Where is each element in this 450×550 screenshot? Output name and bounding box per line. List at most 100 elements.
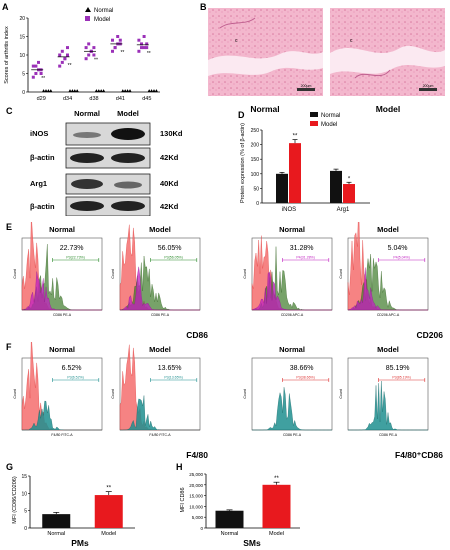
chart-a-point-model	[92, 46, 96, 50]
chart-g-xticks: Normal Model	[47, 531, 116, 537]
flow-e-plot-4-isotype-hist	[347, 267, 428, 311]
chart-d-sig-label: **	[293, 134, 298, 140]
chart-g-ytick-label: 5	[24, 509, 27, 515]
chart-a-point-model	[145, 46, 149, 50]
chart-a-point-normal	[94, 89, 98, 92]
flow-e-plot-3-title: Normal	[279, 225, 305, 234]
chart-h-ytick-label: 20,000	[189, 483, 203, 488]
chart-h-bars: **	[215, 476, 291, 528]
chart-a-point-model	[113, 46, 117, 50]
chart-a-point-model	[60, 49, 64, 53]
chart-g-ylabel: MFI (CD86/CD206)	[12, 476, 18, 524]
chart-a-point-model	[142, 35, 146, 38]
chart-a-point-normal	[46, 89, 50, 92]
chart-a: Scores of arthritis index 0 5 10 15 20 d29 d3…	[4, 7, 160, 102]
chart-g-xtick-label: Model	[101, 531, 116, 537]
histology-normal-scalebar: 200µm	[301, 84, 312, 88]
chart-a-point-normal	[75, 89, 79, 92]
chart-a-ytick-label: 0	[22, 90, 25, 96]
flow-f-plot-1-ylabel: Count	[13, 389, 17, 398]
chart-a-sig-label: **	[120, 50, 124, 56]
chart-d-bar-normal	[276, 173, 288, 203]
chart-a-significance: ** ** ** ** **	[41, 50, 151, 82]
chart-d-ylabel: Protein expression (% of β-actin)	[240, 123, 246, 203]
chart-d-ytick-label: 50	[253, 186, 259, 192]
chart-a-point-model	[84, 46, 88, 50]
legend-model-label: Model	[94, 17, 110, 23]
panel-label-f: F	[6, 342, 12, 352]
blot-row-3-name: Arg1	[30, 179, 47, 188]
flow-f-plot-1-sample-hist	[22, 400, 102, 431]
flow-e-plot-1-isotype-hist	[21, 271, 102, 311]
chart-h-ytick-label: 0	[200, 526, 203, 531]
flow-e-plot-1-gate-label: P3(22.73%)	[66, 256, 84, 260]
flow-e-plot-4-title: Model	[377, 225, 399, 234]
flow-f-marker-right: F4/80⁺CD86	[395, 450, 443, 460]
flow-e-marker-right: CD206	[417, 330, 444, 340]
blot-header-normal: Normal	[74, 109, 100, 118]
flow-f-plot-3-title: Normal	[279, 345, 305, 354]
histology-model-marker-c: c	[350, 38, 353, 44]
chart-d-xticks: iNOS Arg1	[282, 207, 350, 213]
flow-e-plot-4-gate-label: P4(5.04%)	[393, 256, 410, 260]
flow-f-plot-4-gate-label: P3(85.19%)	[392, 376, 410, 380]
chart-a-xticks: d29 d34 d38 d41 d45	[37, 96, 152, 102]
flow-f-plot-2-sample-hist	[120, 395, 200, 431]
chart-a-point-normal	[73, 89, 77, 92]
flow-e-plot-4-xlabel: CD206 APC-A	[377, 313, 400, 317]
chart-h-xticks: Normal Model	[221, 531, 284, 537]
chart-a-point-normal	[99, 89, 103, 92]
chart-a-ylabel: Scores of arthritis index	[4, 26, 10, 84]
flow-f-plot-3-sample-hist	[252, 387, 332, 431]
flow-f-plot-1: Normal Count F4/80 FITC-A P3(6.52%) 6.52%	[13, 342, 103, 437]
chart-a-point-model	[87, 53, 91, 57]
chart-a-xtick-label: d45	[142, 96, 151, 102]
blot-row-4-name: β-actin	[30, 202, 55, 211]
flow-e-plot-3-xlabel: CD206 APC-A	[281, 313, 304, 317]
flow-f-plot-3: Normal Count CD86 PE-A P3(38.66%) 38.66%	[243, 345, 333, 437]
chart-a-point-model	[84, 57, 88, 61]
chart-a-point-model	[137, 49, 141, 53]
chart-d-ytick-label: 200	[251, 143, 260, 149]
flow-e-marker-left: CD86	[186, 330, 208, 340]
chart-h-xtick-label: Normal	[221, 531, 239, 537]
flow-e-plot-1: Normal Count CD86 PE-A P3(22.73%) 22.73%	[13, 222, 103, 317]
chart-a-sig-label: **	[41, 76, 45, 82]
chart-a-point-model	[87, 42, 91, 46]
chart-a-point-normal	[128, 89, 132, 92]
chart-a-sig-label: **	[68, 63, 72, 69]
chart-a-point-normal	[49, 89, 53, 92]
flow-e-plot-2-isotype-hist	[119, 266, 200, 311]
flow-f-plot-3-ylabel: Count	[243, 389, 247, 398]
legend-normal-marker	[85, 7, 91, 12]
chart-a-point-model	[39, 72, 43, 75]
histology-images: c 200µm c 200µm Normal Model	[208, 8, 445, 114]
chart-a-point-normal	[126, 89, 130, 92]
histology-normal-marker-c: c	[235, 38, 238, 44]
flow-panel-e: Normal Count CD86 PE-A P3(22.73%) 22.73% Mode…	[13, 222, 444, 340]
chart-d-yticks: 0 50 100 150 200 250	[251, 128, 262, 207]
chart-g-ytick-label: 0	[24, 526, 27, 532]
chart-a-point-model	[37, 60, 40, 64]
flow-e-plot-3-gate-label: P4(31.28%)	[296, 256, 314, 260]
blot-row-2-size: 42Kd	[160, 153, 179, 162]
chart-g-bar-model	[94, 495, 123, 528]
flow-f-plot-1-title: Normal	[49, 345, 75, 354]
legend-d-model-label: Model	[321, 122, 337, 128]
flow-e-plot-2: Model Count CD86 PE-A P3(56.05%) 56.05%	[111, 224, 201, 317]
chart-h-ytick-label: 5,000	[192, 515, 204, 520]
chart-d-xtick-label: Arg1	[337, 207, 350, 213]
chart-g: MFI (CD86/CD206) 0 5 10 15 ** Normal Model P…	[12, 474, 135, 548]
chart-g-yticks: 0 5 10 15	[21, 474, 30, 532]
chart-a-point-normal	[123, 89, 127, 92]
chart-a-xtick-label: d38	[89, 96, 98, 102]
chart-g-xtick-label: Normal	[47, 531, 65, 537]
chart-h-bar-normal	[215, 510, 244, 528]
chart-a-point-model	[34, 72, 38, 75]
chart-a-ytick-label: 10	[19, 53, 25, 59]
chart-a-legend: Normal Model	[85, 7, 113, 23]
chart-a-point-model	[92, 53, 96, 57]
flow-f-plot-3-xlabel: CD86 PE-A	[283, 433, 302, 437]
histology-normal-label: Normal	[250, 104, 279, 114]
panel-label-g: G	[6, 462, 14, 472]
